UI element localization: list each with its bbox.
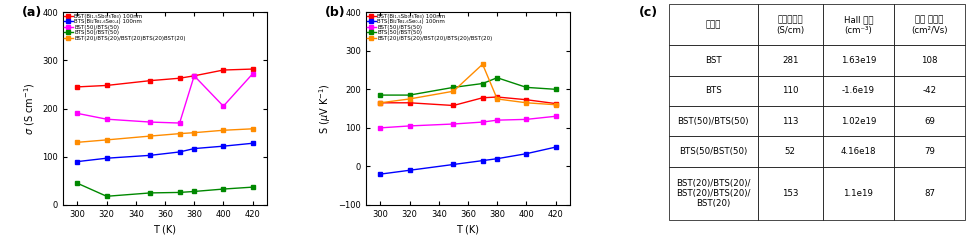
- Legend: BST(Bi₁.₅Sb₀.₅Te₃) 100nm, BTS(Bi₂Te₂.₆Se₀.₄) 100nm, BST(50)/BTS(50), BTS(50)/BST: BST(Bi₁.₅Sb₀.₅Te₃) 100nm, BTS(Bi₂Te₂.₆Se…: [64, 13, 187, 41]
- Text: (b): (b): [325, 6, 345, 20]
- Legend: BST(Bi₁.₅Sb₀.₅Te₃) 100nm, BTS(Bi₂Te₂.₆Se₀.₄) 100nm, BST(50)/BTS(50), BTS(50)/BST: BST(Bi₁.₅Sb₀.₅Te₃) 100nm, BTS(Bi₂Te₂.₆Se…: [366, 13, 493, 41]
- Y-axis label: S ($\mu$V K$^{-1}$): S ($\mu$V K$^{-1}$): [317, 83, 333, 134]
- Text: (c): (c): [639, 6, 659, 20]
- X-axis label: T (K): T (K): [456, 224, 480, 234]
- Y-axis label: $\sigma$ (S cm$^{-1}$): $\sigma$ (S cm$^{-1}$): [22, 82, 37, 135]
- X-axis label: T (K): T (K): [154, 224, 177, 234]
- Text: (a): (a): [22, 6, 43, 20]
